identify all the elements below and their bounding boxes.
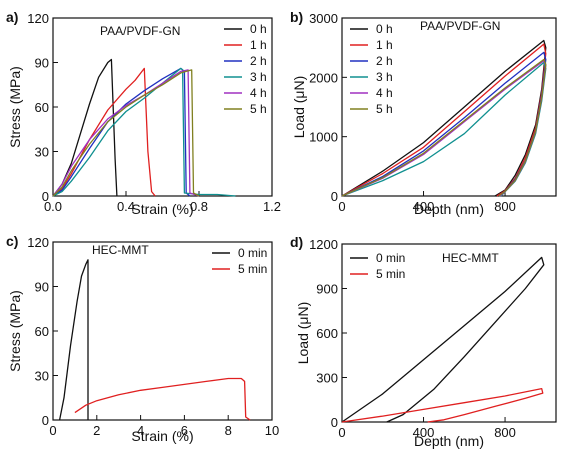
x-tick-label: 10 (265, 423, 279, 438)
y-tick-label: 0 (331, 189, 338, 204)
legend-label: 5 min (238, 262, 267, 276)
x-tick-label: 0 (338, 199, 345, 214)
x-tick-label: 400 (413, 425, 435, 440)
x-tick-label: 2 (93, 423, 100, 438)
panel-label: c) (6, 233, 18, 249)
y-tick-label: 120 (27, 235, 49, 250)
y-tick-label: 90 (35, 56, 49, 71)
y-axis-label: Stress (MPa) (7, 290, 23, 372)
legend-label: 2 h (376, 54, 393, 68)
x-tick-label: 400 (413, 199, 435, 214)
y-tick-label: 30 (35, 145, 49, 160)
x-axis-label: Depth (nm) (414, 201, 484, 217)
y-axis-label: Stress (MPa) (7, 66, 23, 148)
x-tick-label: 800 (494, 425, 516, 440)
x-tick-label: 0 (49, 423, 56, 438)
y-tick-label: 120 (27, 11, 49, 26)
legend-label: 0 min (238, 246, 267, 260)
x-axis-label: Strain (%) (131, 428, 193, 444)
legend-label: 3 h (376, 70, 393, 84)
y-tick-label: 60 (35, 324, 49, 339)
x-axis-label: Strain (%) (131, 201, 193, 217)
legend-label: 5 h (250, 102, 267, 116)
y-tick-label: 900 (316, 282, 338, 297)
panel-annotation: HEC-MMT (92, 243, 149, 257)
legend-label: 0 h (250, 22, 267, 36)
legend-label: 4 h (376, 86, 393, 100)
plot-frame (341, 243, 557, 423)
y-tick-label: 1000 (309, 130, 338, 145)
y-tick-label: 300 (316, 371, 338, 386)
x-tick-label: 800 (494, 199, 516, 214)
x-tick-label: 0 (338, 425, 345, 440)
panel-label: b) (290, 9, 303, 25)
series-line-2 (341, 43, 547, 197)
x-tick-label: 0.4 (117, 199, 135, 214)
legend-label: 2 h (250, 54, 267, 68)
y-tick-label: 1200 (309, 237, 338, 252)
x-tick-label: 4 (137, 423, 144, 438)
series-line-2 (74, 377, 251, 421)
y-tick-label: 2000 (309, 70, 338, 85)
y-tick-label: 90 (35, 280, 49, 295)
legend-label: 1 h (376, 38, 393, 52)
y-tick-label: 30 (35, 369, 49, 384)
y-tick-label: 3000 (309, 11, 338, 26)
y-axis-label: Load (μN) (291, 76, 307, 139)
series-line-2 (341, 387, 544, 423)
plot-frame (341, 17, 557, 197)
series-line-2 (52, 67, 156, 197)
legend-label: 1 h (250, 38, 267, 52)
series-line-6 (52, 69, 200, 197)
x-tick-label: 6 (181, 423, 188, 438)
y-tick-label: 60 (35, 100, 49, 115)
x-tick-label: 8 (225, 423, 232, 438)
series-line-6 (341, 58, 547, 197)
y-tick-label: 0 (42, 189, 49, 204)
legend-label: 0 min (376, 251, 405, 265)
panel-annotation: PAA/PVDF-GN (100, 24, 180, 38)
x-axis-label: Depth (nm) (414, 433, 484, 449)
x-tick-label: 0.8 (190, 199, 208, 214)
legend-label: 4 h (250, 86, 267, 100)
panel-label: d) (290, 234, 303, 250)
series-line-1 (58, 259, 89, 421)
series-line-1 (341, 256, 545, 423)
y-axis-label: Load (μN) (295, 302, 311, 365)
panel-label: a) (6, 9, 18, 25)
y-tick-label: 0 (331, 415, 338, 430)
panel-annotation: PAA/PVDF-GN (420, 19, 500, 33)
y-tick-label: 0 (42, 413, 49, 428)
y-tick-label: 600 (316, 326, 338, 341)
x-tick-label: 0.0 (44, 199, 62, 214)
legend-label: 5 h (376, 102, 393, 116)
x-tick-label: 1.2 (263, 199, 281, 214)
legend-label: 5 min (376, 267, 405, 281)
legend-label: 3 h (250, 70, 267, 84)
series-line-1 (52, 58, 118, 197)
series-line-3 (52, 67, 191, 197)
legend-label: 0 h (376, 22, 393, 36)
panel-annotation: HEC-MMT (442, 251, 499, 265)
series-line-1 (341, 39, 547, 197)
